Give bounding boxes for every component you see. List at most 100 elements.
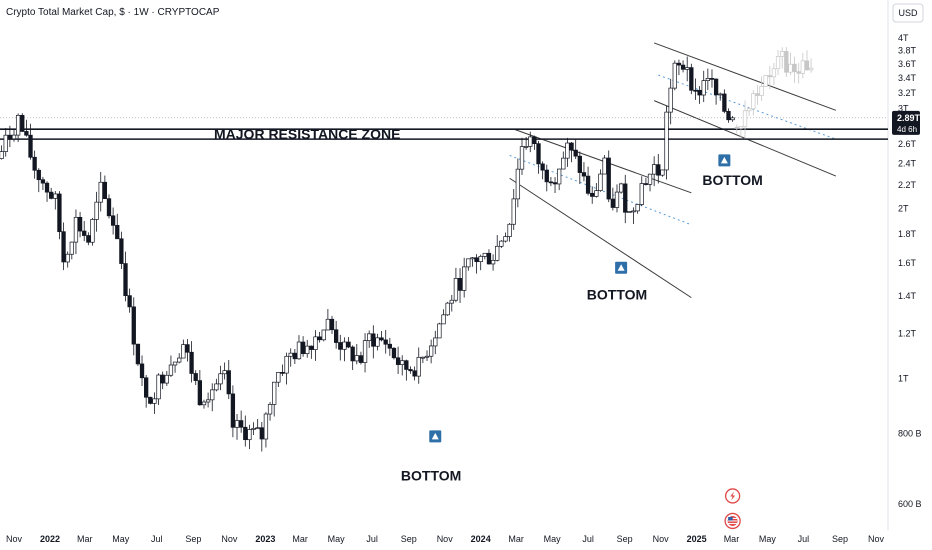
candle-body [255, 427, 260, 430]
projection-candle-body [792, 63, 797, 73]
candle-body [210, 389, 215, 401]
x-tick-label: 2024 [471, 534, 491, 544]
candle-body [420, 356, 426, 359]
annotations: BOTTOM BOTTOM BOTTOM [401, 154, 763, 530]
candle-body [69, 241, 74, 255]
candle-body [713, 78, 719, 96]
y-tick-label: 800 B [898, 428, 922, 438]
candle-body [300, 341, 306, 354]
candle-body [251, 427, 256, 430]
bottom-label: BOTTOM [587, 286, 647, 302]
resistance-zone: MAJOR RESISTANCE ZONE [0, 117, 888, 142]
x-axis: Nov 2022 Mar May Jul Sep Nov 2023 Mar May Jul Sep No… [6, 534, 885, 544]
projection-candle-body [771, 68, 777, 78]
candle-body [218, 373, 223, 385]
price-tag: 2.89T 4d 6h [892, 110, 921, 135]
candle-body [65, 253, 70, 263]
candle-body [367, 333, 372, 341]
us-flag-canton [728, 516, 733, 521]
triangle-up-icon [431, 432, 439, 440]
candle-body [36, 169, 41, 181]
bottom-label: BOTTOM [702, 172, 762, 188]
x-tick-label: Sep [185, 534, 201, 544]
candle-body [0, 151, 4, 159]
projection-candle-body [755, 93, 760, 96]
candle-body [408, 369, 413, 372]
candle-body [156, 374, 161, 400]
candle-body [623, 183, 628, 213]
resistance-label: MAJOR RESISTANCE ZONE [214, 126, 400, 142]
candle-body [478, 255, 483, 263]
x-tick-label: Jul [366, 534, 378, 544]
x-tick-label: May [759, 534, 777, 544]
candle-body [519, 146, 525, 170]
candle-body [342, 341, 347, 350]
candle-body [590, 192, 595, 197]
candle-body [618, 183, 624, 193]
projection-candle-body [742, 110, 748, 128]
y-tick-label: 2.4T [898, 158, 917, 168]
price-tag-value: 2.89T [897, 113, 921, 123]
candle-body [86, 235, 91, 243]
projection-candle-body [780, 51, 785, 57]
candle-body [11, 134, 17, 140]
price-tag-background [892, 110, 920, 135]
y-tick-label: 2T [898, 203, 909, 213]
candle-body [445, 302, 450, 316]
candle-body [53, 193, 58, 199]
candle-body [3, 134, 8, 152]
candle-body [581, 172, 587, 177]
candle-body [602, 157, 607, 175]
candle-body [412, 370, 417, 377]
currency-button-label[interactable]: USD [898, 8, 918, 18]
candle-body [115, 224, 120, 240]
currency-button-frame[interactable] [892, 3, 924, 23]
candle-body [404, 360, 409, 370]
x-tick-label: Nov [653, 534, 670, 544]
candle-body [131, 306, 136, 345]
candle-body [647, 173, 653, 185]
candle-body [305, 345, 310, 354]
candle-body [152, 398, 157, 404]
candle-body [144, 377, 149, 398]
candle-body [82, 230, 87, 236]
x-tick-label: Sep [401, 534, 417, 544]
candle-body [205, 399, 211, 403]
candle-body [652, 164, 657, 175]
candle-body [569, 142, 574, 151]
candle-body [28, 134, 33, 158]
candle-body [610, 198, 616, 208]
candle-body [730, 117, 735, 121]
candle-body [110, 215, 116, 226]
candle-body [296, 341, 302, 360]
candle-body [552, 182, 558, 185]
candle-body [532, 136, 537, 145]
candle-body [701, 80, 706, 96]
candle-body [172, 361, 178, 366]
candle-body [267, 404, 273, 415]
channel-2-upper-line [653, 42, 837, 111]
y-tick-label: 3T [898, 104, 909, 114]
currency-button[interactable]: USD [892, 3, 924, 23]
candle-body [643, 183, 649, 185]
x-tick-label: Mar [77, 534, 93, 544]
candle-body [292, 352, 297, 360]
candle-body [685, 67, 690, 70]
y-tick-label: 3.8T [898, 46, 917, 56]
projection-candle-body [763, 75, 768, 87]
candle-body [585, 175, 591, 194]
candle-body [160, 374, 165, 384]
candle-body [515, 168, 521, 200]
projection-candle-body [734, 126, 739, 129]
candle-body [635, 204, 640, 212]
x-tick-label: Sep [832, 534, 848, 544]
candle-body [102, 181, 108, 200]
candle-body [470, 257, 475, 260]
candle-body [722, 93, 727, 112]
candle-body [354, 355, 359, 362]
candle-body [693, 89, 698, 92]
candle-body [338, 342, 343, 350]
projection-candle-body [767, 75, 772, 78]
candle-body [664, 111, 669, 171]
